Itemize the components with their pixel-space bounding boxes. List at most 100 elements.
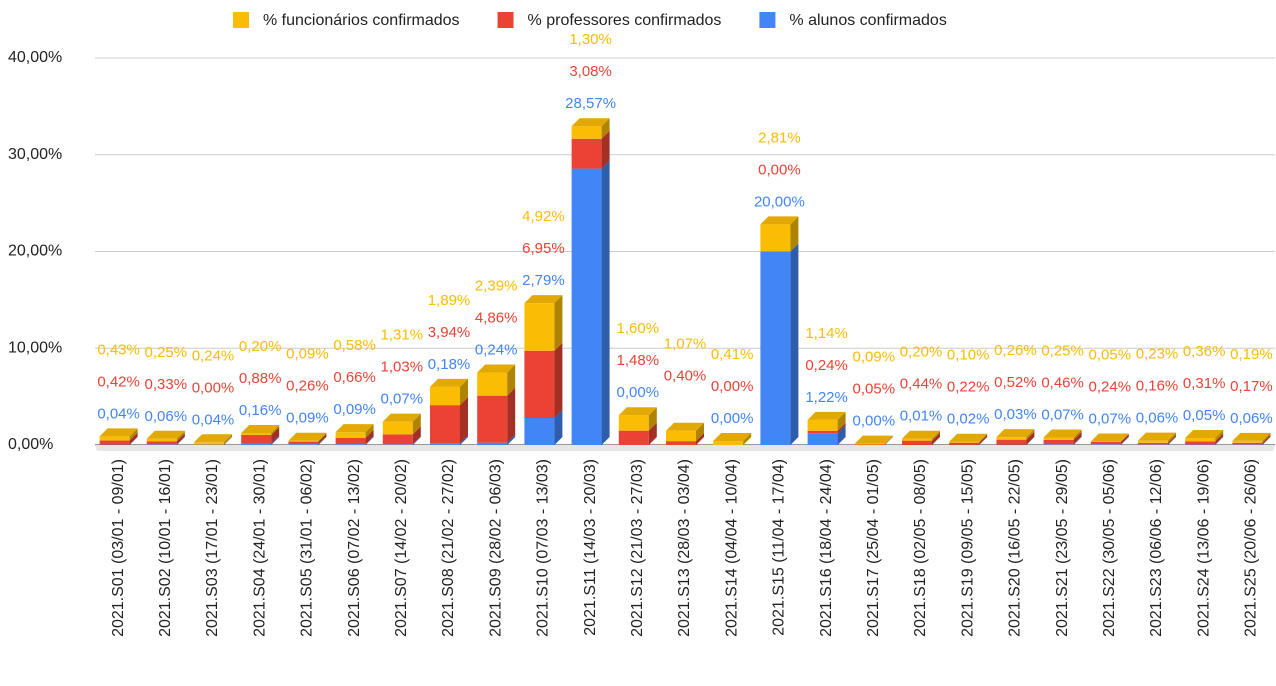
x-tick-label: 2021.S25 (20/06 - 26/06): [1243, 459, 1260, 637]
bar-side: [412, 413, 421, 435]
bar-side: [1026, 429, 1035, 440]
bar-segment: [807, 419, 838, 431]
bar-top: [524, 295, 563, 304]
bar-segment: [335, 432, 366, 438]
bar-segment: [382, 434, 413, 445]
value-label: 1,89%: [428, 292, 471, 309]
value-label: 0,02%: [947, 411, 990, 428]
bar-side: [837, 425, 846, 445]
bar-side: [1262, 432, 1271, 443]
value-label: 0,05%: [1183, 407, 1226, 424]
bar-segment: [996, 437, 1027, 440]
bar-side: [365, 424, 374, 438]
bar-side: [648, 422, 657, 445]
bar-side: [1026, 436, 1035, 445]
bar-segment: [666, 441, 696, 445]
bar-top: [430, 378, 468, 387]
bar-segment: [1043, 439, 1074, 445]
value-label: 20,00%: [754, 193, 805, 210]
y-tick-label: 40,00%: [8, 49, 62, 66]
x-tick-label: 2021.S20 (16/05 - 22/05): [1007, 459, 1024, 637]
value-label: 6,95%: [522, 240, 565, 257]
bar-side: [1073, 431, 1082, 445]
value-label: 0,40%: [664, 368, 707, 385]
bar-side: [884, 436, 893, 445]
value-label: 0,07%: [1089, 410, 1132, 427]
bar-segment: [524, 303, 555, 351]
value-label: 0,00%: [758, 161, 801, 178]
bar-segment: [1232, 444, 1263, 445]
value-label: 2,39%: [475, 278, 518, 295]
legend-label: % alunos confirmados: [789, 12, 946, 29]
value-label: 0,58%: [333, 337, 376, 354]
y-tick-label: 30,00%: [8, 146, 62, 163]
bar-segment: [477, 372, 508, 396]
bar-side: [1168, 432, 1176, 443]
value-label: 0,24%: [1089, 378, 1132, 395]
y-tick-label: 0,00%: [8, 436, 53, 453]
bar-top: [477, 364, 516, 373]
value-label: 0,41%: [711, 346, 754, 363]
bar-segment: [288, 441, 319, 445]
bar-segment: [1043, 437, 1074, 440]
bar-side: [176, 433, 185, 445]
bar-segment: [524, 418, 555, 445]
x-tick-label: 2021.S01 (03/01 - 09/01): [110, 459, 127, 637]
bar-side: [271, 425, 280, 435]
x-tick-label: 2021.S10 (07/03 - 13/03): [535, 459, 552, 637]
bar-segment: [618, 415, 649, 431]
value-label: 0,88%: [239, 370, 282, 387]
bar-segment: [99, 436, 130, 441]
value-label: 0,04%: [192, 411, 235, 428]
bar-segment: [288, 440, 319, 442]
bar-side: [696, 433, 704, 445]
bar-segment: [571, 126, 602, 139]
legend: % funcionários confirmados % professores …: [233, 12, 947, 29]
bar-side: [979, 436, 988, 445]
bar-side: [1215, 430, 1224, 442]
value-label: 0,03%: [994, 406, 1037, 423]
value-label: 1,07%: [664, 336, 707, 353]
bar-side: [979, 434, 988, 445]
bar-side: [412, 436, 421, 445]
bar-top: [1043, 429, 1082, 438]
value-label: 1,14%: [805, 325, 848, 342]
bar-side: [554, 342, 563, 419]
bar-side: [176, 436, 185, 445]
x-tick-label: 2021.S02 (10/01 - 16/01): [157, 459, 174, 637]
bar-segment: [477, 395, 508, 443]
x-tick-label: 2021.S03 (17/01 - 23/01): [204, 459, 221, 637]
x-tick-label: 2021.S21 (23/05 - 29/05): [1054, 459, 1071, 637]
value-label: 0,25%: [1041, 342, 1084, 359]
x-tick-label: 2021.S17 (25/04 - 01/05): [865, 459, 882, 637]
bar-side: [1120, 433, 1129, 443]
bar-segment: [1090, 442, 1121, 445]
bar-top: [1138, 432, 1176, 441]
value-label: 0,09%: [333, 401, 376, 418]
bar-side: [790, 216, 799, 252]
bar-side: [129, 428, 138, 441]
bar-segment: [1138, 442, 1168, 445]
bar-side: [1120, 434, 1129, 445]
bar-side: [129, 436, 138, 445]
bar-side: [884, 435, 893, 445]
x-tick-label: 2021.S09 (28/02 - 06/03): [487, 459, 504, 637]
value-label: 1,48%: [617, 352, 660, 369]
value-label: 3,08%: [569, 63, 612, 80]
value-label: 4,86%: [475, 310, 518, 327]
bar-top: [241, 425, 280, 434]
y-tick-label: 20,00%: [8, 243, 62, 260]
value-label: 28,57%: [565, 95, 616, 112]
bar-segment: [666, 430, 696, 442]
bar-side: [318, 436, 327, 445]
bar-top: [1232, 432, 1271, 441]
bar-segment: [854, 443, 885, 445]
bar-segment: [807, 433, 838, 445]
value-label: 1,22%: [805, 389, 848, 406]
bar-side: [601, 160, 610, 445]
bar-top: [854, 435, 893, 444]
x-tick-label: 2021.S23 (06/06 - 12/06): [1148, 459, 1165, 637]
value-label: 0,24%: [475, 342, 518, 359]
bar-side: [460, 435, 468, 445]
